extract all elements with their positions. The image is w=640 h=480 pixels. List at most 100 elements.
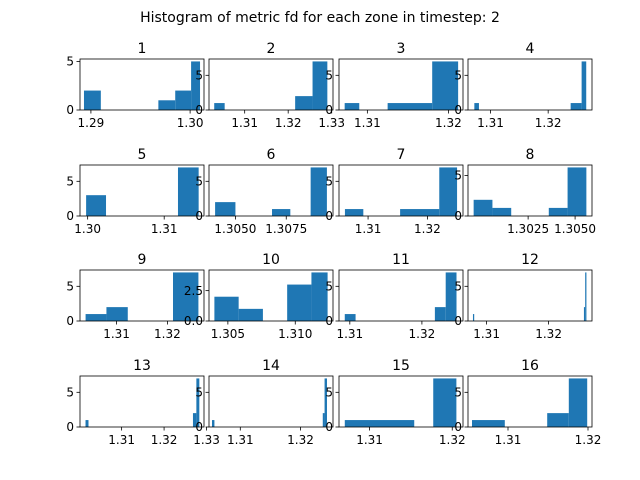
histogram-bar bbox=[322, 413, 325, 427]
y-tick-label: 0 bbox=[195, 209, 203, 223]
x-tick-label: 1.31 bbox=[495, 433, 522, 447]
subplot-title: 9 bbox=[138, 252, 147, 268]
x-tick-label: 1.31 bbox=[103, 327, 130, 341]
subplot-zone-9: 1.31 1.32 0 5 9 bbox=[66, 252, 205, 341]
x-tick-label: 1.3050 bbox=[214, 222, 256, 236]
axes-frame bbox=[79, 164, 205, 217]
x-tick-label: 1.31 bbox=[108, 433, 135, 447]
histogram-bar bbox=[344, 103, 360, 110]
histogram-bar bbox=[238, 308, 263, 321]
histogram-bar bbox=[568, 378, 588, 427]
x-tick-label: 1.30 bbox=[177, 116, 204, 130]
histogram-bar bbox=[473, 199, 493, 216]
histogram-bar bbox=[432, 61, 459, 110]
y-tick-label: 5 bbox=[454, 69, 462, 83]
x-tick-label: 1.32 bbox=[151, 433, 178, 447]
axes-frame bbox=[338, 269, 464, 322]
subplot-title: 14 bbox=[262, 358, 280, 374]
axes-frame bbox=[467, 269, 593, 322]
x-tick-label: 1.305 bbox=[211, 327, 245, 341]
y-tick-label: 0 bbox=[454, 420, 462, 434]
subplot-title: 13 bbox=[133, 358, 151, 374]
subplot-title: 10 bbox=[262, 252, 280, 268]
x-tick-label: 1.31 bbox=[477, 116, 504, 130]
subplot-title: 8 bbox=[526, 147, 535, 163]
x-tick-label: 1.32 bbox=[414, 222, 441, 236]
histogram-bar bbox=[548, 207, 568, 216]
histogram-bar bbox=[474, 103, 479, 110]
y-tick-label: 5 bbox=[325, 386, 333, 400]
histogram-bar bbox=[434, 307, 446, 321]
histogram-bar bbox=[400, 209, 440, 216]
y-tick-label: 5 bbox=[454, 169, 462, 183]
x-tick-label: 1.31 bbox=[354, 116, 381, 130]
axes-frame bbox=[467, 164, 593, 217]
histogram-bar bbox=[344, 420, 415, 427]
y-tick-label: 0 bbox=[66, 314, 74, 328]
histogram-bar bbox=[311, 272, 328, 321]
y-tick-label: 2.5 bbox=[184, 284, 203, 298]
x-tick-label: 1.3050 bbox=[554, 222, 596, 236]
x-tick-label: 1.32 bbox=[535, 116, 562, 130]
y-tick-label: 5 bbox=[195, 175, 203, 189]
x-tick-label: 1.32 bbox=[439, 433, 466, 447]
y-tick-label: 0 bbox=[325, 209, 333, 223]
subplot-zone-11: 1.31 1.32 0 5 11 bbox=[325, 252, 464, 341]
x-tick-label: 1.32 bbox=[275, 116, 302, 130]
subplot-title: 11 bbox=[392, 252, 410, 268]
y-tick-label: 5 bbox=[325, 175, 333, 189]
axes-frame bbox=[338, 58, 464, 111]
subplot-title: 3 bbox=[397, 41, 406, 57]
y-tick-label: 0 bbox=[325, 420, 333, 434]
y-tick-label: 0 bbox=[454, 103, 462, 117]
subplot-zone-8: 1.3025 1.3050 0 5 8 bbox=[454, 147, 596, 236]
y-tick-label: 5 bbox=[195, 69, 203, 83]
axes-frame bbox=[79, 269, 205, 322]
histogram-bar bbox=[492, 207, 512, 216]
figure-title: Histogram of metric fd for each zone in … bbox=[140, 10, 500, 26]
x-tick-label: 1.3075 bbox=[265, 222, 307, 236]
subplot-zone-3: 1.31 1.320 5 3 bbox=[325, 41, 464, 130]
histogram-bar bbox=[344, 209, 364, 216]
histogram-bar bbox=[173, 272, 199, 321]
y-tick-label: 5 bbox=[66, 55, 74, 69]
y-tick-label: 5 bbox=[66, 386, 74, 400]
x-tick-label: 1.32 bbox=[535, 327, 562, 341]
histogram-bar bbox=[83, 90, 101, 110]
y-tick-label: 0 bbox=[195, 103, 203, 117]
subplot-zone-4: 1.31 1.32 0 5 4 bbox=[454, 41, 593, 130]
axes-frame bbox=[467, 375, 593, 428]
subplot-title: 12 bbox=[521, 252, 539, 268]
x-tick-label: 1.31 bbox=[355, 222, 382, 236]
histogram-bar bbox=[214, 103, 225, 110]
y-tick-label: 0 bbox=[66, 209, 74, 223]
histogram-bar bbox=[585, 272, 587, 321]
x-tick-label: 1.310 bbox=[278, 327, 312, 341]
x-tick-label: 1.32 bbox=[435, 116, 462, 130]
subplot-zone-12: 1.31 1.32 0 5 12 bbox=[454, 252, 593, 341]
subplot-zone-16: 1.31 1.32 0 5 16 bbox=[454, 358, 601, 447]
histogram-bar bbox=[287, 284, 312, 321]
y-tick-label: 0 bbox=[454, 314, 462, 328]
histogram-bar bbox=[570, 103, 582, 110]
histogram-bar bbox=[567, 167, 587, 216]
histogram-bar bbox=[295, 96, 313, 110]
y-tick-label: 5 bbox=[66, 280, 74, 294]
subplot-title: 4 bbox=[526, 41, 535, 57]
histogram-bar bbox=[86, 195, 107, 216]
histogram-bar bbox=[192, 413, 197, 427]
histogram-bar bbox=[175, 90, 192, 110]
y-tick-label: 5 bbox=[454, 280, 462, 294]
x-tick-label: 1.33 bbox=[318, 116, 345, 130]
y-tick-label: 5 bbox=[195, 386, 203, 400]
histogram-bar bbox=[212, 420, 215, 427]
histogram-bar bbox=[324, 378, 327, 427]
histogram-bar bbox=[583, 307, 586, 321]
x-tick-label: 1.31 bbox=[336, 327, 363, 341]
histogram-bar bbox=[581, 61, 587, 110]
axes-frame bbox=[208, 58, 334, 111]
histogram-bar bbox=[215, 202, 236, 216]
x-tick-label: 1.31 bbox=[356, 433, 383, 447]
